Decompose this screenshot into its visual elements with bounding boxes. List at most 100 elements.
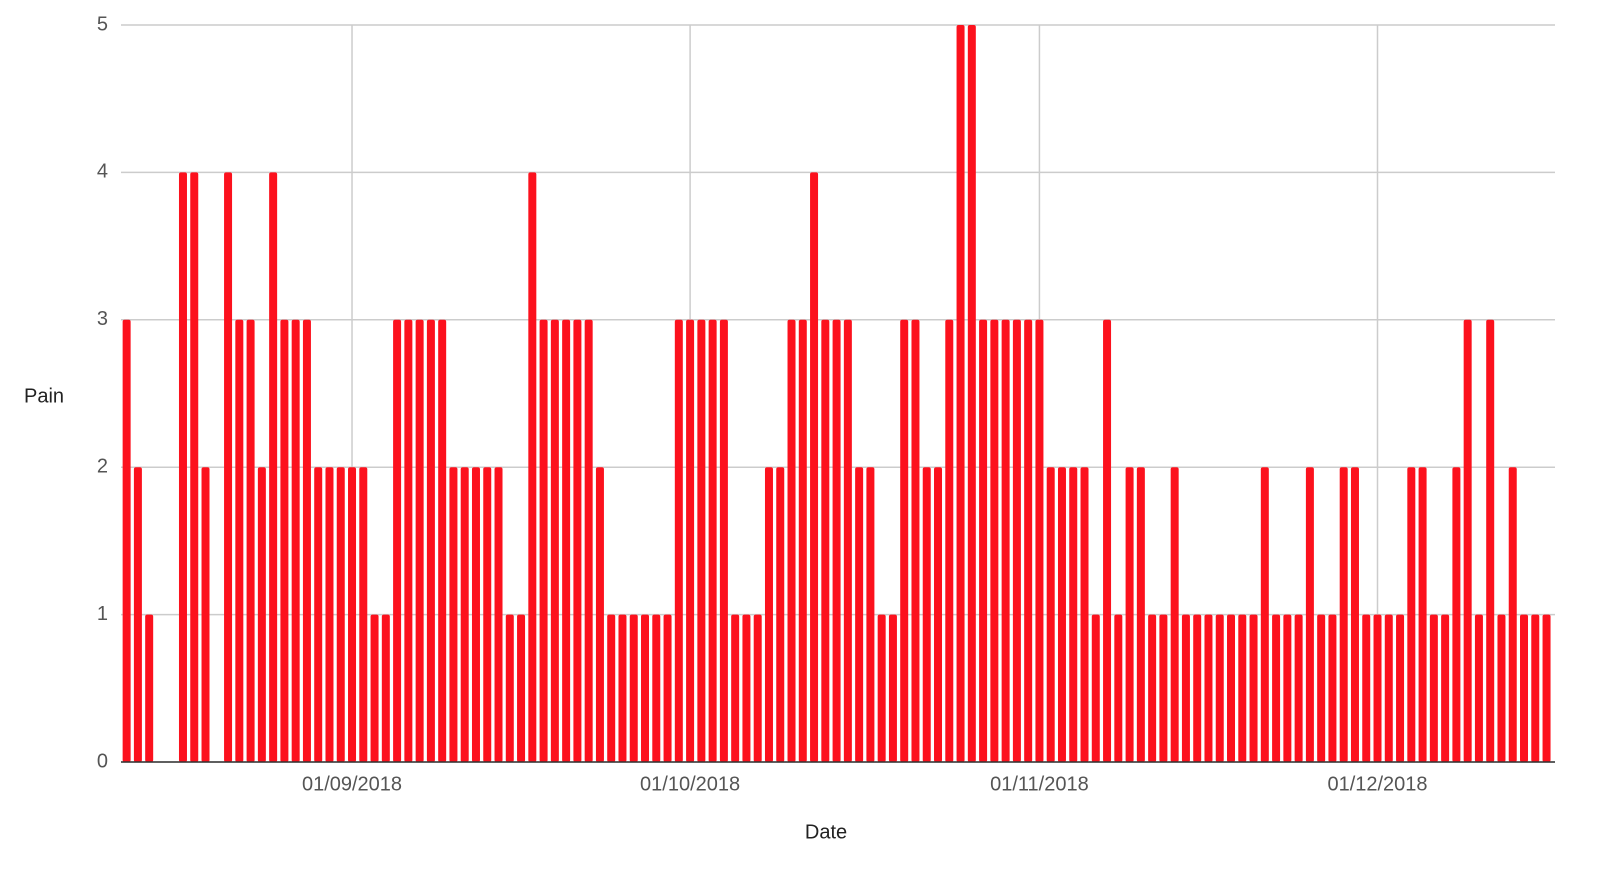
bar	[1463, 319, 1472, 762]
x-tick-label: 01/09/2018	[302, 773, 402, 795]
bar	[956, 25, 965, 762]
bar	[753, 614, 762, 762]
x-axis-title: Date	[805, 821, 847, 843]
bar	[471, 467, 480, 762]
bar	[302, 319, 311, 762]
bar	[900, 319, 909, 762]
bar	[764, 467, 773, 762]
bar	[325, 467, 334, 762]
bar	[1001, 319, 1010, 762]
bar	[359, 467, 368, 762]
bar	[1474, 614, 1483, 762]
bar	[505, 614, 514, 762]
bar	[1272, 614, 1281, 762]
bar	[1204, 614, 1213, 762]
y-tick-label: 0	[97, 750, 108, 772]
bar	[133, 467, 142, 762]
bar	[1294, 614, 1303, 762]
x-tick-label: 01/10/2018	[640, 773, 740, 795]
bar	[1091, 614, 1100, 762]
bar	[348, 467, 357, 762]
bar	[945, 319, 954, 762]
bar	[235, 319, 244, 762]
bar	[1441, 614, 1450, 762]
bar	[1170, 467, 1179, 762]
bar	[1520, 614, 1529, 762]
bar	[1418, 467, 1427, 762]
bar	[122, 319, 131, 762]
bar	[539, 319, 548, 762]
bar	[1181, 614, 1190, 762]
bar	[190, 172, 199, 762]
x-tick-label: 01/11/2018	[990, 773, 1089, 795]
bar	[415, 319, 424, 762]
bar	[832, 319, 841, 762]
bar	[1012, 319, 1021, 762]
x-tick-label: 01/12/2018	[1327, 773, 1427, 795]
bar	[674, 319, 683, 762]
bar	[1497, 614, 1506, 762]
bar	[618, 614, 627, 762]
bar	[562, 319, 571, 762]
bar	[1227, 614, 1236, 762]
bar	[336, 467, 345, 762]
y-tick-label: 1	[97, 603, 108, 625]
bar	[381, 614, 390, 762]
bar	[1069, 467, 1078, 762]
bar	[1373, 614, 1382, 762]
bar	[686, 319, 695, 762]
bar	[1429, 614, 1438, 762]
bar	[1215, 614, 1224, 762]
bar	[1103, 319, 1112, 762]
bar	[1057, 467, 1066, 762]
bar	[1125, 467, 1134, 762]
bar	[719, 319, 728, 762]
bar	[1080, 467, 1089, 762]
bar	[1238, 614, 1247, 762]
bar	[731, 614, 740, 762]
bar	[595, 467, 604, 762]
bar	[1486, 319, 1495, 762]
bar	[528, 172, 537, 762]
bar	[821, 319, 830, 762]
bar	[776, 467, 785, 762]
bar	[810, 172, 819, 762]
bar	[663, 614, 672, 762]
bar	[291, 319, 300, 762]
bar	[607, 614, 616, 762]
bar	[967, 25, 976, 762]
bar	[877, 614, 886, 762]
bar	[550, 319, 559, 762]
bar	[201, 467, 210, 762]
bar	[1339, 467, 1348, 762]
bar	[370, 614, 379, 762]
bar	[314, 467, 323, 762]
bar	[517, 614, 526, 762]
y-tick-label: 4	[97, 161, 108, 183]
bar	[1283, 614, 1292, 762]
bar	[224, 172, 233, 762]
bar	[1114, 614, 1123, 762]
bar	[393, 319, 402, 762]
bar	[1024, 319, 1033, 762]
y-tick-label: 3	[97, 308, 108, 330]
bar	[1148, 614, 1157, 762]
bar	[742, 614, 751, 762]
bar	[1193, 614, 1202, 762]
bar	[866, 467, 875, 762]
bar	[280, 319, 289, 762]
bar	[483, 467, 492, 762]
bar	[1542, 614, 1551, 762]
bar	[1317, 614, 1326, 762]
y-tick-label: 5	[97, 13, 108, 35]
bar	[584, 319, 593, 762]
bar	[1035, 319, 1044, 762]
bar	[460, 467, 469, 762]
bar	[911, 319, 920, 762]
bar	[697, 319, 706, 762]
bar	[1384, 614, 1393, 762]
bar	[1362, 614, 1371, 762]
bar	[269, 172, 278, 762]
bar	[449, 467, 458, 762]
bar	[1407, 467, 1416, 762]
